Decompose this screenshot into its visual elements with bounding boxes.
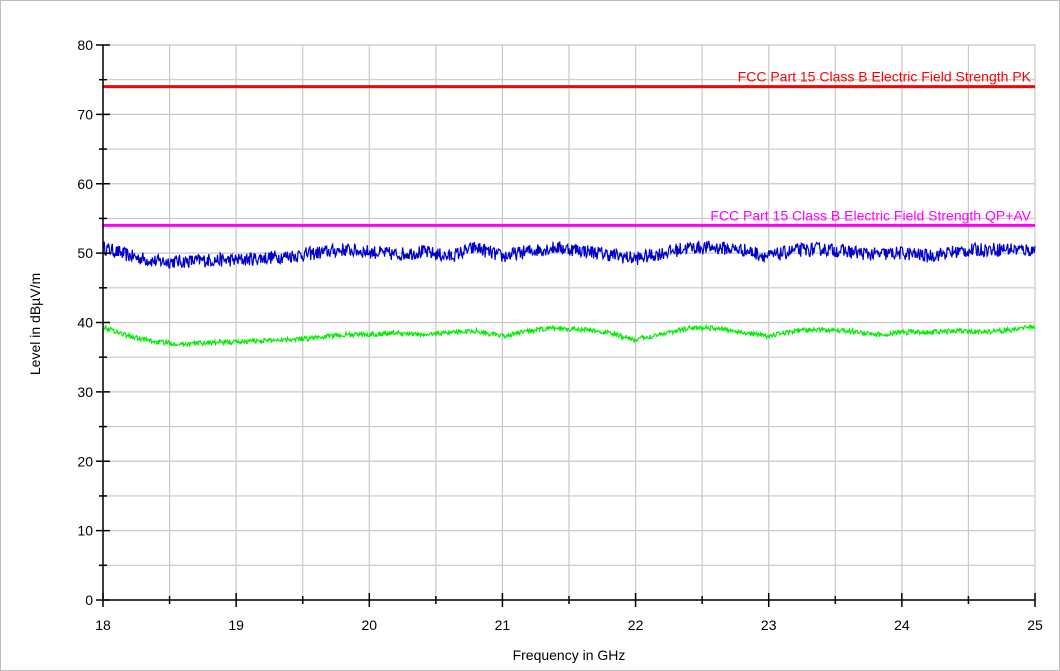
y-tick-label: 50 <box>77 245 93 261</box>
x-tick-label: 23 <box>761 617 777 633</box>
y-axis-title: Level in dBµV/m <box>27 273 43 375</box>
series-layer <box>102 240 1036 348</box>
x-tick-label: 25 <box>1027 617 1043 633</box>
series-trace <box>102 323 1036 348</box>
x-tick-label: 22 <box>628 617 644 633</box>
series-trace <box>102 240 1036 270</box>
limit-lines: FCC Part 15 Class B Electric Field Stren… <box>103 69 1035 227</box>
x-tick-label: 18 <box>95 617 111 633</box>
y-tick-label: 40 <box>77 315 93 331</box>
x-tick-label: 21 <box>495 617 511 633</box>
x-axis-title: Frequency in GHz <box>513 647 626 663</box>
y-tick-label: 20 <box>77 453 93 469</box>
y-tick-label: 60 <box>77 176 93 192</box>
y-tick-label: 10 <box>77 523 93 539</box>
y-tick-label: 70 <box>77 106 93 122</box>
x-tick-label: 24 <box>894 617 910 633</box>
limit-line-label: FCC Part 15 Class B Electric Field Stren… <box>738 69 1032 85</box>
x-tick-label: 20 <box>361 617 377 633</box>
y-tick-label: 0 <box>85 592 93 608</box>
y-tick-label: 80 <box>77 37 93 53</box>
axes: 0 10 20 30 40 50 60 70 80 18 19 20 21 22 23 24 25 <box>77 37 1043 633</box>
grid <box>102 44 1036 601</box>
limit-line-label: FCC Part 15 Class B Electric Field Stren… <box>710 207 1031 223</box>
x-tick-label: 19 <box>228 617 244 633</box>
y-tick-label: 30 <box>77 384 93 400</box>
